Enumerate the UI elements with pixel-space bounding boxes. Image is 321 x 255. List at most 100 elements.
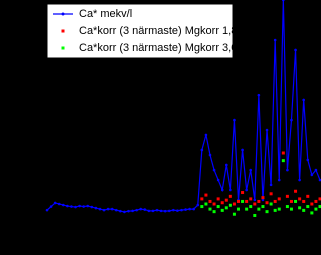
legend-label: Ca*korr (3 närmaste) Mgkorr 3,0% [79, 42, 247, 54]
data-point [229, 188, 232, 192]
data-point [273, 199, 277, 203]
data-point [224, 163, 228, 167]
data-point [94, 206, 98, 210]
data-point [273, 38, 277, 42]
data-point [82, 205, 85, 208]
data-point [294, 199, 298, 203]
data-point [285, 194, 289, 198]
data-point [204, 202, 208, 206]
data-point [212, 168, 216, 172]
data-point [310, 173, 314, 177]
data-point [212, 210, 216, 214]
data-point [298, 197, 302, 201]
data-point [314, 207, 318, 211]
data-point [302, 208, 306, 212]
data-point [314, 199, 318, 203]
data-point [281, 151, 285, 155]
data-point [57, 202, 61, 206]
data-point [318, 197, 321, 201]
data-point [90, 205, 94, 209]
data-point [257, 199, 261, 203]
data-point [294, 48, 297, 52]
data-point [249, 205, 253, 209]
data-point [53, 201, 57, 205]
data-point [282, 0, 285, 2]
legend-swatch [61, 46, 65, 50]
data-point [86, 204, 90, 208]
data-point [147, 209, 151, 213]
data-point [110, 207, 114, 211]
data-point [208, 199, 212, 203]
data-point [70, 205, 73, 208]
data-point [192, 207, 195, 211]
data-point [261, 205, 265, 209]
data-point [167, 209, 171, 213]
data-point [220, 188, 224, 192]
data-point [261, 198, 265, 202]
data-point [200, 205, 204, 209]
data-point [245, 199, 249, 203]
data-point [289, 199, 293, 203]
data-point [200, 148, 204, 152]
data-point [204, 133, 208, 137]
data-point [269, 183, 273, 187]
data-point [220, 208, 224, 212]
data-point [232, 202, 236, 206]
data-point [265, 128, 269, 132]
data-point [318, 178, 321, 182]
data-point [306, 205, 310, 209]
data-point [200, 197, 204, 201]
data-point [172, 208, 175, 212]
data-point [241, 199, 245, 203]
data-point [196, 203, 200, 207]
data-point [66, 204, 69, 208]
data-point [233, 118, 236, 122]
data-point [224, 198, 228, 202]
data-point [232, 212, 236, 216]
data-point [176, 209, 179, 212]
data-point [163, 209, 167, 213]
data-point [106, 207, 110, 211]
data-point [306, 158, 310, 162]
data-point [188, 207, 191, 211]
data-point [114, 208, 118, 212]
data-point [310, 211, 314, 215]
data-point [204, 193, 208, 197]
data-point [277, 178, 281, 182]
data-point [245, 207, 249, 211]
data-point [261, 196, 265, 200]
data-point [102, 208, 106, 212]
data-point [184, 208, 187, 211]
data-point [245, 188, 248, 192]
legend-label: Ca*korr (3 närmaste) Mgkorr 1,8% [79, 25, 247, 37]
data-point [253, 213, 257, 217]
legend-swatch [61, 29, 65, 33]
data-point [119, 209, 122, 213]
legend-swatch [61, 12, 65, 16]
data-point [228, 194, 232, 198]
data-point [212, 202, 216, 206]
data-point [151, 209, 155, 213]
data-point [237, 199, 241, 203]
data-point [228, 203, 232, 207]
data-point [143, 208, 147, 211]
data-point [257, 93, 261, 97]
data-point [273, 208, 277, 212]
data-point [302, 98, 306, 102]
data-point [127, 209, 130, 213]
data-point [289, 207, 293, 211]
data-point [155, 208, 159, 212]
data-point [249, 197, 253, 201]
data-point [265, 201, 269, 205]
data-point [253, 198, 257, 202]
data-point [237, 207, 241, 211]
data-point [314, 168, 318, 172]
data-point [131, 209, 134, 213]
data-point [318, 205, 321, 209]
data-point [139, 207, 143, 211]
data-point [286, 168, 289, 172]
data-point [74, 205, 77, 209]
data-point [159, 209, 163, 213]
